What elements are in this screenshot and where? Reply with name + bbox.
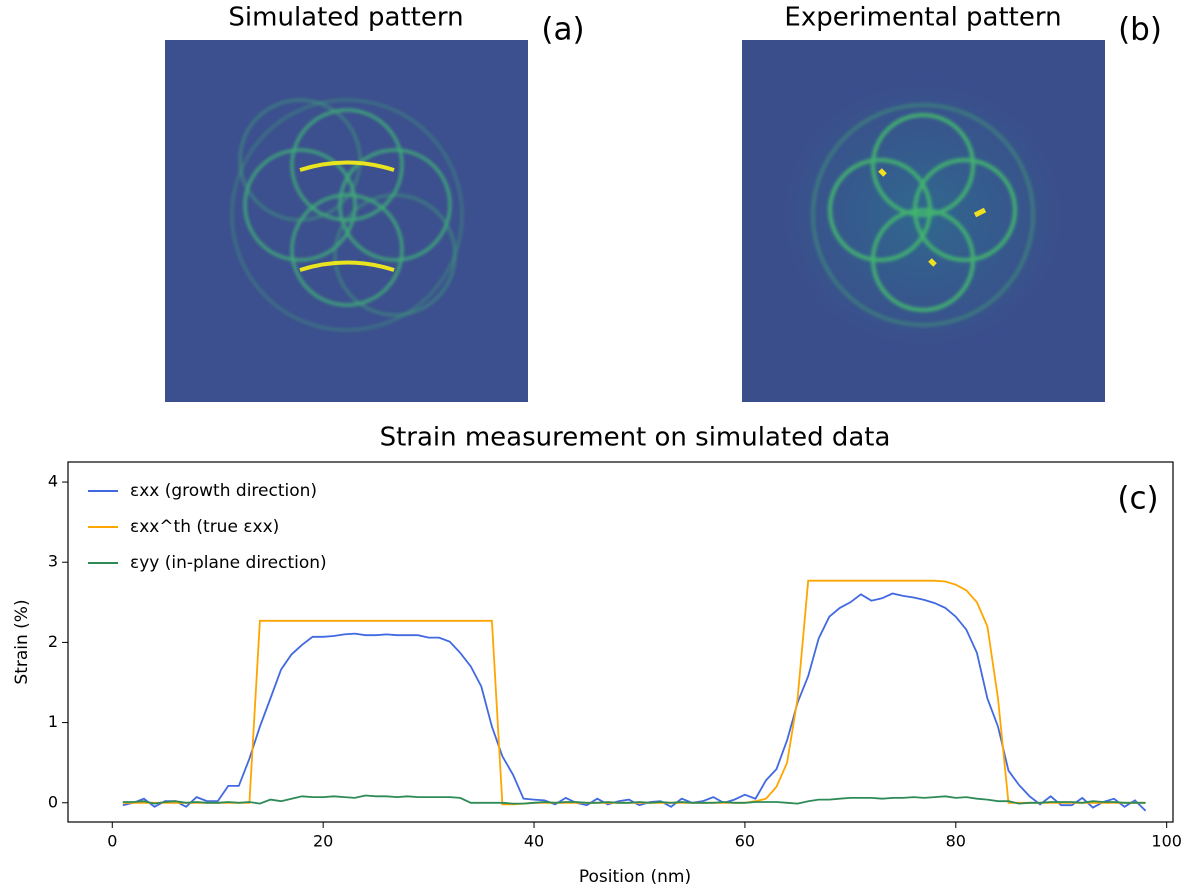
panel-title: Simulated pattern xyxy=(228,3,463,33)
y-tick-label: 0 xyxy=(48,792,58,811)
plot: 0 20 40 60 80 100 0 1 2 3 4 εxx (growth direction) ε… xyxy=(48,472,1182,851)
chart-title: Strain measurement on simulated data xyxy=(380,423,891,453)
x-tick-label: 0 xyxy=(107,832,117,851)
x-tick-label: 100 xyxy=(1151,832,1182,851)
panel-label: (c) xyxy=(1117,481,1158,517)
x-tick-label: 20 xyxy=(313,832,333,851)
y-tick-label: 4 xyxy=(48,472,58,491)
x-axis-label: Position (nm) xyxy=(579,867,691,887)
y-tick-label: 3 xyxy=(48,552,58,571)
panel-label: (b) xyxy=(1118,12,1162,48)
data-line xyxy=(122,579,1146,806)
x-tick-label: 60 xyxy=(735,832,755,851)
x-tick-label: 40 xyxy=(524,832,544,851)
legend-label: εyy (in-plane direction) xyxy=(130,553,327,573)
y-axis-label: Strain (%) xyxy=(12,599,32,684)
panel-title: Experimental pattern xyxy=(784,3,1061,33)
y-tick-label: 2 xyxy=(48,632,58,651)
legend-label: εxx^th (true εxx) xyxy=(130,517,279,537)
data-line xyxy=(122,794,1146,805)
x-tick-label: 80 xyxy=(946,832,966,851)
simulated-image xyxy=(165,40,528,402)
panel-label: (a) xyxy=(541,12,584,48)
data-line xyxy=(122,592,1147,812)
y-tick-label: 1 xyxy=(48,712,58,731)
legend-label: εxx (growth direction) xyxy=(130,481,317,501)
experimental-image xyxy=(742,40,1105,402)
